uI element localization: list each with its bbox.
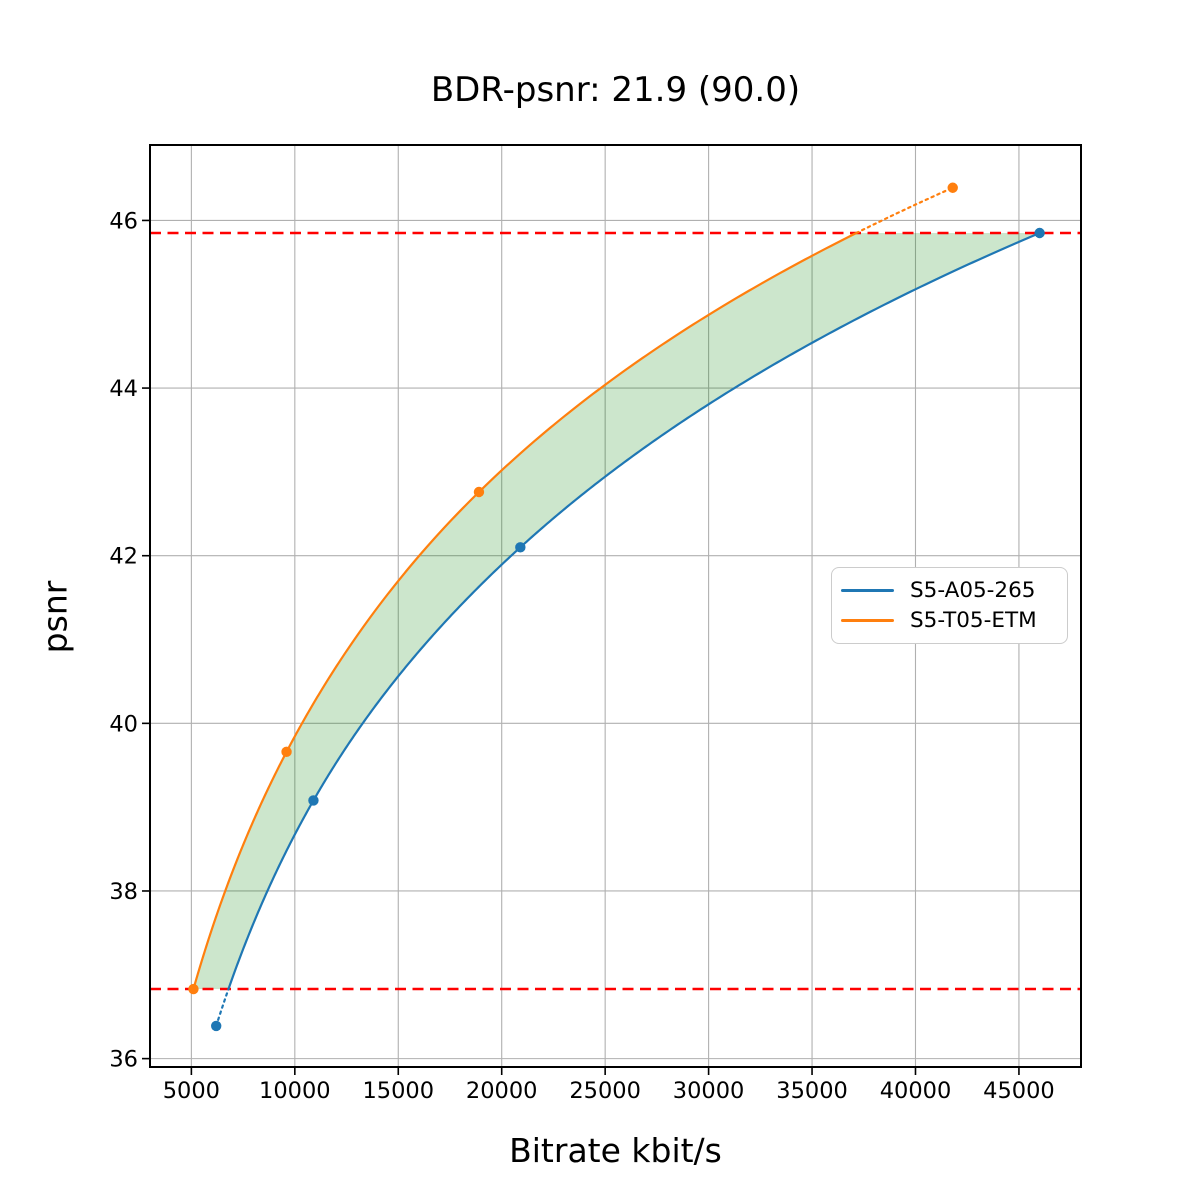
legend-line-sample <box>841 589 894 593</box>
x-tick-label: 20000 <box>466 1078 538 1104</box>
legend-label: S5-A05-265 <box>910 578 1036 603</box>
y-tick-label: 40 <box>109 711 138 737</box>
plot-border <box>149 144 1082 1068</box>
x-tick-label: 35000 <box>776 1078 848 1104</box>
legend: S5-A05-265 S5-T05-ETM <box>831 567 1068 644</box>
x-tick-label: 45000 <box>983 1078 1055 1104</box>
data-point-marker <box>281 746 292 758</box>
x-tick-label: 30000 <box>673 1078 745 1104</box>
y-axis-label: psnr <box>35 580 75 654</box>
chart-title: BDR-psnr: 21.9 (90.0) <box>430 70 801 110</box>
series-curve-0-dotted <box>215 987 230 1028</box>
series-curve-1-dotted <box>855 186 954 235</box>
y-tick-label: 38 <box>109 879 138 905</box>
series-curve-1-solid <box>192 232 857 990</box>
data-point-marker <box>1034 227 1045 239</box>
y-tick-label: 36 <box>109 1047 138 1073</box>
legend-label: S5-T05-ETM <box>910 607 1037 633</box>
data-point-marker <box>515 542 526 553</box>
data-point-marker <box>947 182 958 193</box>
bd-fill-region <box>193 233 1040 990</box>
data-point-marker <box>308 795 319 806</box>
legend-entry: S5-A05-265 <box>841 580 1067 602</box>
y-tick-label: 44 <box>109 376 138 402</box>
x-tick-label: 40000 <box>880 1078 952 1104</box>
x-tick-label: 5000 <box>163 1078 220 1104</box>
x-tick-label: 10000 <box>259 1078 331 1104</box>
legend-line-sample <box>841 618 894 622</box>
data-point-marker <box>473 486 485 498</box>
x-tick-label: 25000 <box>569 1078 641 1104</box>
y-tick-label: 46 <box>109 208 138 234</box>
data-point-marker <box>188 983 199 995</box>
series-curve-0-solid <box>227 231 1041 990</box>
x-axis-label: Bitrate kbit/s <box>509 1131 722 1170</box>
legend-entry: S5-T05-ETM <box>841 607 1067 633</box>
y-tick-label: 42 <box>109 544 138 570</box>
x-tick-label: 15000 <box>362 1078 434 1104</box>
data-point-marker <box>211 1020 222 1032</box>
